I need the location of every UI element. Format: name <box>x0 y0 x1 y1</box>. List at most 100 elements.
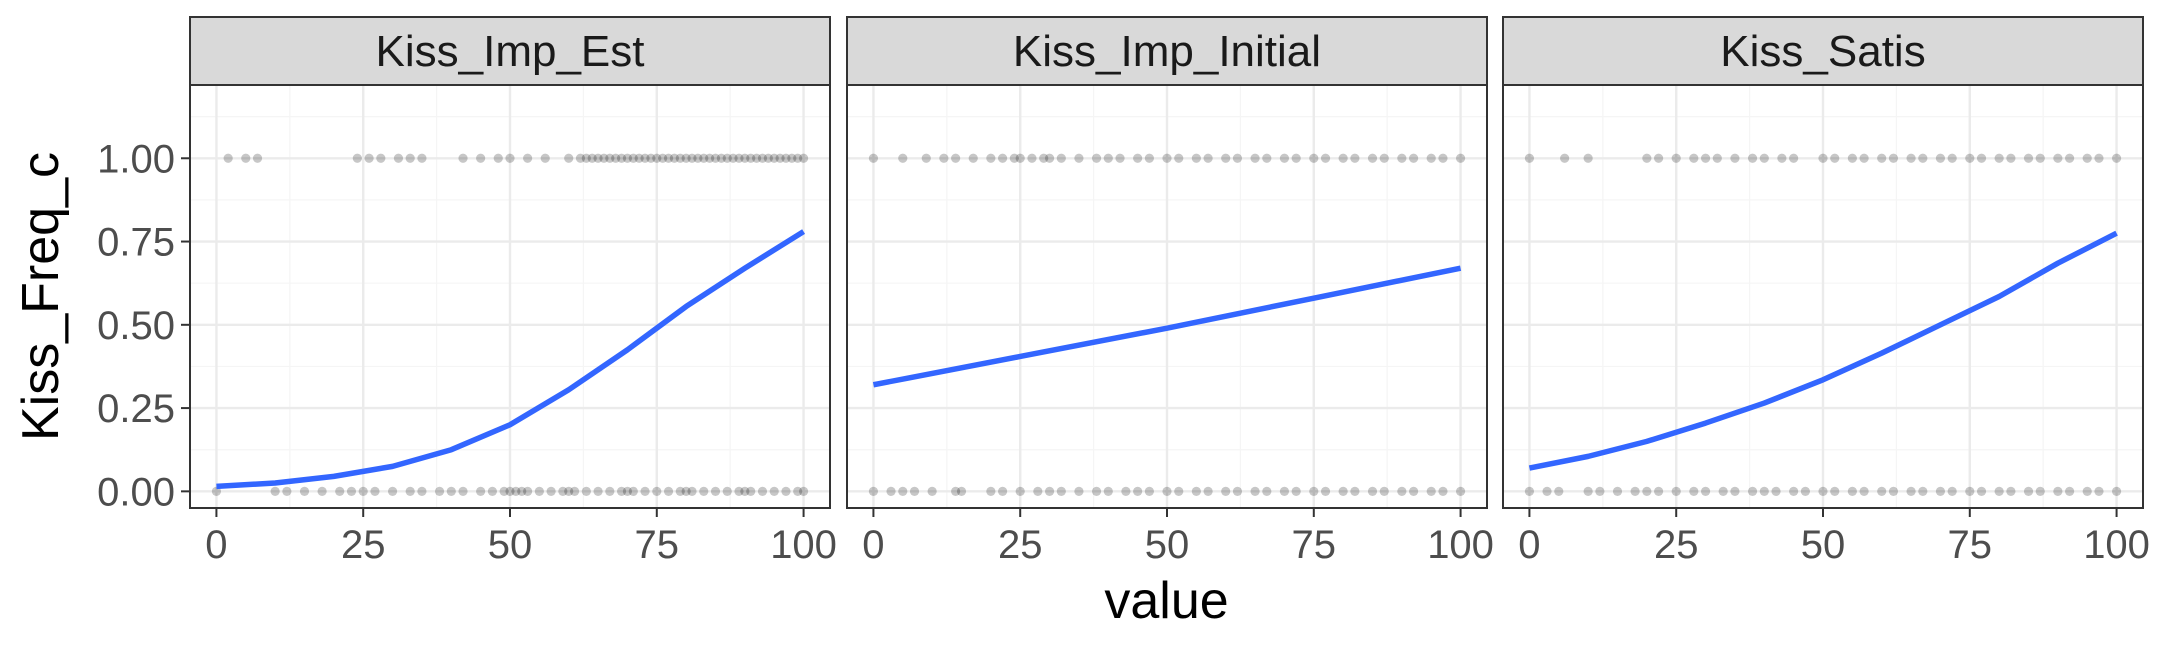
data-point <box>1994 486 2004 496</box>
data-point <box>1074 153 1084 163</box>
data-point <box>1309 486 1319 496</box>
data-point <box>2065 486 2075 496</box>
data-point <box>1162 153 1172 163</box>
data-point <box>1320 153 1331 163</box>
data-point <box>634 153 644 163</box>
data-point <box>2094 153 2104 163</box>
data-point <box>1918 486 1928 496</box>
data-point <box>1015 153 1025 163</box>
data-point <box>716 153 726 163</box>
data-point <box>622 153 633 163</box>
data-point <box>640 486 650 496</box>
data-point <box>1039 153 1049 163</box>
x-tick-label: 50 <box>1145 523 1190 567</box>
data-point <box>710 486 721 496</box>
data-point <box>658 153 668 163</box>
x-tick-label: 100 <box>1427 523 1494 567</box>
data-point <box>1426 153 1436 163</box>
data-point <box>1935 486 1946 496</box>
data-point <box>616 153 627 163</box>
data-point <box>1542 486 1552 496</box>
data-point <box>1689 153 1699 163</box>
data-point <box>1888 486 1899 496</box>
data-point <box>405 153 415 163</box>
data-point <box>223 153 233 163</box>
data-point <box>1338 153 1348 163</box>
data-point <box>734 153 744 163</box>
data-point <box>1397 153 1407 163</box>
data-point <box>775 153 785 163</box>
data-point <box>622 486 633 496</box>
data-point <box>986 486 996 496</box>
data-point <box>1144 153 1154 163</box>
data-point <box>593 486 603 496</box>
data-point <box>1947 153 1957 163</box>
data-point <box>693 153 703 163</box>
data-point <box>299 486 310 496</box>
data-point <box>569 486 580 496</box>
data-point <box>558 486 568 496</box>
data-point <box>1367 486 1378 496</box>
data-point <box>499 486 509 496</box>
x-tick-label: 75 <box>635 523 680 567</box>
data-point <box>1612 486 1623 496</box>
data-point <box>575 153 586 163</box>
data-point <box>1800 486 1810 496</box>
data-point <box>1455 153 1466 163</box>
data-point <box>757 486 768 496</box>
fitted-curve <box>872 265 1462 388</box>
x-tick-label: 25 <box>998 523 1043 567</box>
data-point <box>746 153 756 163</box>
data-point <box>687 486 697 496</box>
data-point <box>681 153 691 163</box>
data-point <box>1700 153 1711 163</box>
data-point <box>798 153 809 163</box>
data-point <box>2035 486 2045 496</box>
data-point <box>1291 153 1301 163</box>
data-point <box>2111 486 2122 496</box>
data-point <box>358 486 368 496</box>
data-point <box>740 153 750 163</box>
data-point <box>951 153 961 163</box>
facet-strip-label: Kiss_Imp_Est <box>376 27 645 76</box>
data-point <box>417 486 427 496</box>
data-point <box>1583 153 1593 163</box>
data-point <box>652 486 662 496</box>
data-point <box>1174 153 1184 163</box>
data-point <box>798 486 809 496</box>
x-tick-label: 100 <box>770 523 837 567</box>
y-tick-label: 0.25 <box>97 387 175 431</box>
data-point <box>687 153 697 163</box>
data-point <box>1203 486 1213 496</box>
data-point <box>646 153 656 163</box>
facet-strip <box>1502 16 2144 86</box>
data-point <box>968 153 978 163</box>
data-point <box>376 153 386 163</box>
data-point <box>1291 486 1301 496</box>
x-tick-label: 0 <box>1518 523 1540 567</box>
data-point <box>476 153 486 163</box>
data-point <box>1789 486 1799 496</box>
data-point <box>1906 486 1916 496</box>
data-point <box>2094 486 2104 496</box>
data-point <box>434 486 445 496</box>
data-point <box>886 486 896 496</box>
data-point <box>1338 486 1348 496</box>
data-point <box>1262 486 1272 496</box>
data-point <box>1320 486 1331 496</box>
data-point <box>769 486 779 496</box>
y-tick-label: 0.00 <box>97 470 175 514</box>
x-tick-label: 50 <box>1801 523 1846 567</box>
x-tick-label: 25 <box>1654 523 1699 567</box>
data-point <box>1379 486 1389 496</box>
data-point <box>458 486 468 496</box>
data-point <box>1730 486 1740 496</box>
data-point <box>1221 486 1231 496</box>
facet-panel: Kiss_Imp_Initial 0 25 50 75 100 <box>846 16 1494 567</box>
data-point <box>1232 153 1243 163</box>
data-point <box>1426 486 1436 496</box>
data-point <box>1262 153 1272 163</box>
data-point <box>1554 486 1564 496</box>
data-point <box>1888 153 1899 163</box>
data-point <box>997 486 1008 496</box>
